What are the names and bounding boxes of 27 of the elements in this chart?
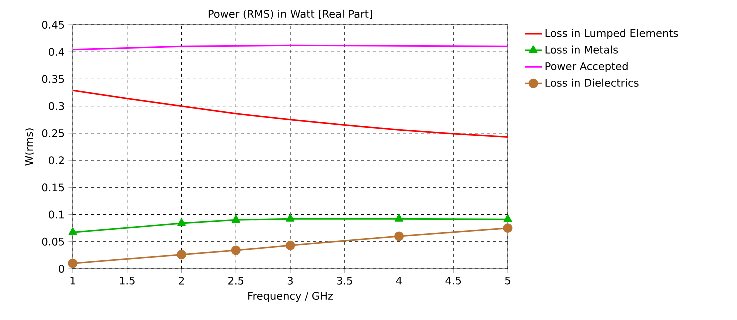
x-tick-label: 3.5: [337, 276, 352, 285]
y-tick-label: 0.3: [49, 102, 64, 110]
y-tick-label: 0.35: [42, 75, 64, 84]
y-tick-label: 0.25: [42, 129, 64, 138]
legend-label: Loss in Lumped Elements: [546, 29, 678, 40]
x-axis-title: Frequency / GHz: [248, 292, 334, 302]
x-tick-label: 3: [288, 276, 293, 285]
y-tick-label: 0.4: [49, 48, 64, 56]
y-axis-title: W(rms): [25, 128, 34, 166]
x-tick-label: 2.5: [228, 276, 244, 285]
x-tick-label: 1.5: [120, 276, 135, 285]
legend-label: Power Accepted: [546, 62, 628, 72]
x-tick-label: 1: [70, 276, 76, 285]
line-series: [73, 90, 508, 138]
x-tick-label: 5: [505, 276, 510, 285]
x-tick-label: 4: [396, 276, 402, 285]
x-tick-label: 4.5: [446, 276, 462, 285]
legend-label: Loss in Dielectrics: [546, 78, 639, 87]
x-tick-label: 2: [179, 276, 184, 285]
legend-label: Loss in Metals: [546, 46, 618, 54]
y-tick-label: 0.1: [49, 210, 64, 219]
y-tick-label: 0.15: [42, 184, 64, 192]
y-tick-label: 0: [59, 265, 64, 273]
y-tick-label: 0.2: [49, 156, 64, 165]
y-tick-label: 0.45: [42, 21, 64, 29]
chart-title: Power (RMS) in Watt [Real Part]: [208, 10, 372, 20]
y-tick-label: 0.05: [42, 238, 64, 246]
